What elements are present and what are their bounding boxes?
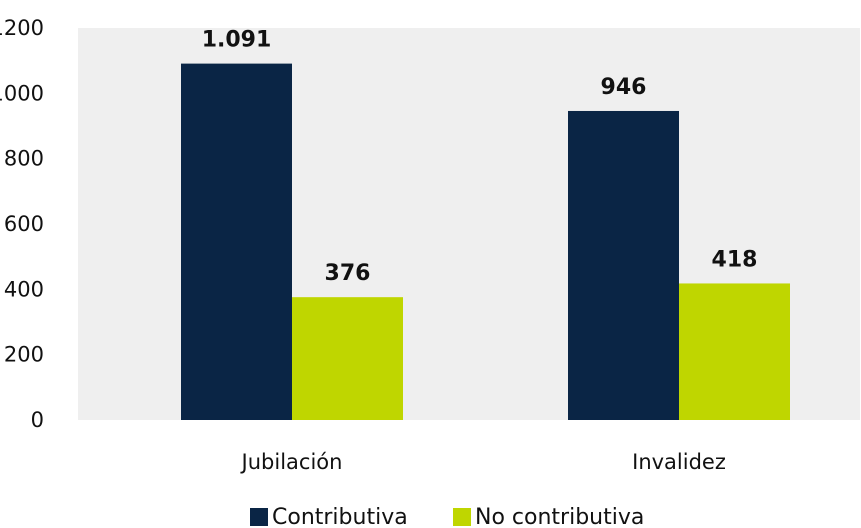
y-tick-label: 1200 [0, 16, 44, 40]
bar-no-contributiva-jubilacion [292, 297, 403, 420]
y-tick-label: 200 [4, 343, 44, 367]
bar-no-contributiva-invalidez [679, 283, 790, 420]
bar-value-label: 376 [325, 261, 371, 286]
y-tick-label: 0 [31, 408, 44, 432]
y-tick-label: 1000 [0, 81, 44, 105]
x-axis: Jubilación Invalidez [240, 450, 726, 474]
legend: Contributiva No contributiva [250, 505, 644, 528]
y-tick-label: 400 [4, 277, 44, 301]
bar-value-label: 418 [712, 247, 758, 272]
bar-value-label: 946 [601, 75, 647, 100]
bar-contributiva-invalidez [568, 110, 679, 421]
legend-swatch-contributiva [250, 508, 268, 526]
bars [181, 63, 790, 421]
bar-contributiva-jubilacion [181, 63, 292, 421]
legend-swatch-no-contributiva [453, 508, 471, 526]
data-labels: 1.091 376 946 418 [202, 28, 758, 287]
bar-value-label: 1.091 [202, 28, 272, 53]
category-label: Invalidez [632, 450, 726, 474]
category-label: Jubilación [240, 450, 343, 474]
y-axis: 0 200 400 600 800 1000 1200 [0, 16, 44, 432]
y-tick-label: 800 [4, 147, 44, 171]
legend-label-no-contributiva: No contributiva [475, 505, 644, 528]
y-tick-label: 600 [4, 212, 44, 236]
legend-label-contributiva: Contributiva [272, 505, 408, 528]
